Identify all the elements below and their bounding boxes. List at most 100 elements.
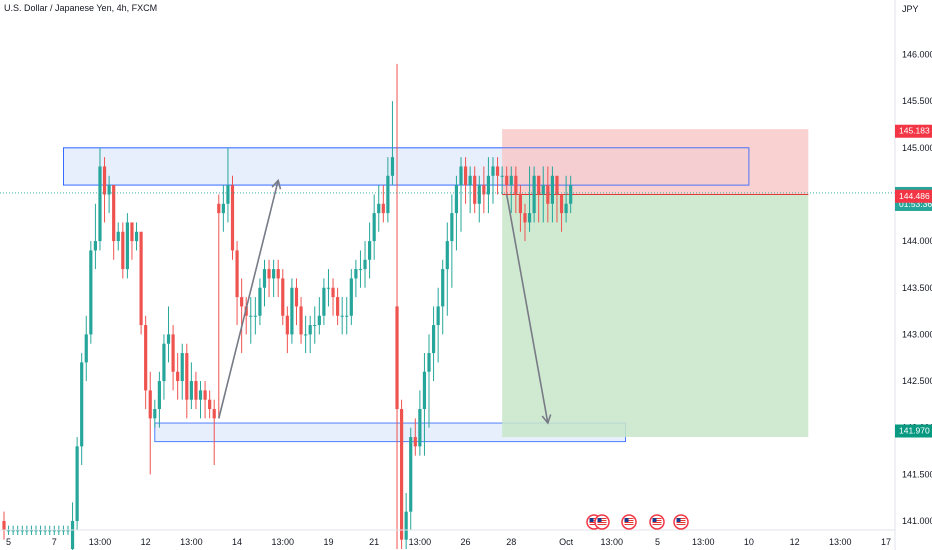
candle-body (559, 194, 564, 214)
candle-body (537, 175, 541, 195)
time-tick-label: 13:00 (89, 537, 112, 547)
current-price-tag-text: 01:53:36 (899, 199, 932, 209)
candle (144, 315, 148, 410)
candle-body (345, 315, 349, 317)
candle (326, 269, 331, 307)
candle (454, 175, 459, 251)
candle-body (569, 185, 573, 204)
short-position-tool[interactable] (63, 129, 809, 438)
candle (532, 166, 536, 223)
candle-body (381, 203, 385, 214)
candle (386, 157, 390, 223)
price-tick-label: 143.000 (902, 329, 932, 339)
candle (166, 306, 171, 363)
candle-body (212, 409, 216, 419)
candle-body (253, 315, 257, 317)
candle-body (57, 530, 61, 532)
candle (125, 213, 129, 279)
candle-body (514, 175, 518, 195)
candle-body (139, 231, 143, 326)
time-tick-label: 21 (369, 537, 379, 547)
candle-body (431, 325, 436, 354)
candle-body (66, 530, 70, 532)
candle-body (358, 269, 363, 271)
economic-events[interactable] (586, 514, 689, 530)
candle-body (436, 306, 440, 326)
candle (445, 222, 449, 316)
candle-body (486, 175, 491, 195)
candle (249, 297, 253, 344)
candle-body (363, 259, 367, 270)
candle-body (226, 185, 230, 204)
flag-stripe (652, 520, 662, 521)
candle (285, 306, 289, 354)
candle (317, 297, 321, 335)
candle-body (276, 269, 280, 279)
candle (153, 399, 157, 428)
us-flag-event-icon[interactable] (621, 514, 637, 530)
candle-body (322, 287, 326, 316)
candle-body (317, 315, 321, 326)
candle (258, 278, 262, 326)
candle-body (25, 530, 29, 532)
candle-body (555, 175, 559, 195)
candle (395, 63, 399, 549)
candle (409, 427, 413, 531)
candle (80, 353, 84, 466)
price-tick-label: 143.500 (902, 283, 932, 293)
candle (509, 166, 513, 214)
candle (436, 287, 440, 363)
us-flag-event-icon[interactable] (673, 514, 689, 530)
price-axis[interactable]: JPY146.000145.500145.000144.500144.00014… (894, 0, 932, 550)
candle (240, 278, 244, 354)
us-flag-event-icon[interactable] (594, 514, 610, 530)
candle (527, 166, 532, 232)
candle (381, 185, 385, 223)
candle-body (413, 437, 417, 447)
candle (304, 315, 308, 354)
flag-stripe (589, 518, 599, 519)
candle (404, 493, 408, 549)
candle (427, 334, 431, 428)
candle-body (52, 530, 56, 532)
flag-stripe (624, 520, 634, 521)
candle (102, 157, 107, 223)
time-axis[interactable]: 5 7 13:00 12 13:00 14 13:00 19 21 13:00 26 28 Oct 13:… (0, 529, 895, 547)
candle (121, 222, 125, 279)
price-tick-label: 145.500 (902, 96, 932, 106)
trend-arrows[interactable] (218, 178, 552, 425)
down-arrow[interactable] (505, 194, 552, 425)
candle-body (532, 175, 536, 214)
candle-body (121, 231, 125, 270)
us-flag-event-icon[interactable] (649, 514, 665, 530)
take-profit-area[interactable] (502, 194, 809, 438)
candle (477, 175, 481, 223)
candle-body (550, 175, 554, 204)
entry-price-tag-text: 144.486 (899, 191, 930, 201)
candle-body (523, 213, 527, 223)
up-arrow[interactable] (218, 178, 282, 419)
candle-body (468, 175, 472, 186)
candle-body (281, 278, 285, 316)
time-tick-label: 10 (744, 537, 754, 547)
candle (107, 175, 111, 214)
price-tick-label: 145.000 (902, 143, 932, 153)
candle (308, 315, 312, 354)
candle-body (180, 353, 184, 382)
candle (290, 278, 294, 344)
flag-stripe (597, 518, 607, 519)
candle (358, 250, 363, 288)
time-tick-label: 19 (323, 537, 333, 547)
candle-body (285, 315, 289, 335)
candle-body (564, 203, 568, 214)
candle-body (166, 334, 171, 344)
candle (482, 166, 486, 214)
candle-body (125, 222, 129, 270)
flag-stripe (624, 524, 634, 525)
candle-body (441, 269, 445, 307)
candle (294, 278, 299, 326)
candle-body (267, 269, 271, 279)
time-tick-label: 17 (881, 537, 891, 547)
candle (313, 306, 317, 344)
